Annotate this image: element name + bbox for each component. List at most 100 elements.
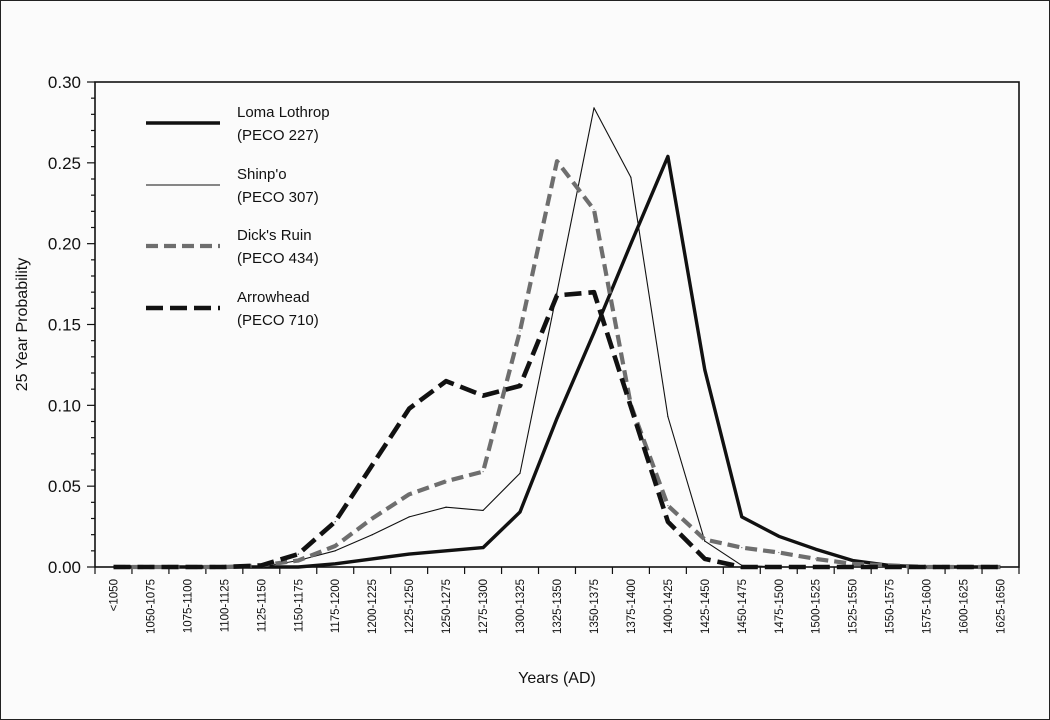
data-point xyxy=(445,506,447,508)
x-tick-label: 1375-1400 xyxy=(626,579,638,634)
data-point xyxy=(371,517,373,520)
data-point xyxy=(112,566,115,568)
x-tick-label: 1175-1200 xyxy=(330,579,342,633)
series-layer xyxy=(112,107,1002,570)
data-point xyxy=(334,545,336,547)
data-point xyxy=(630,176,632,178)
x-tick-label: 1475-1500 xyxy=(774,579,786,634)
legend-sublabel: (PECO 307) xyxy=(237,189,319,206)
series-line xyxy=(113,154,1001,569)
data-point xyxy=(852,559,854,562)
x-tick-label: 1500-1525 xyxy=(811,579,823,634)
data-point xyxy=(667,505,669,507)
data-point xyxy=(223,566,225,568)
data-point xyxy=(741,566,743,568)
data-point xyxy=(667,416,669,418)
x-tick-label: 1550-1575 xyxy=(885,579,897,634)
data-point xyxy=(963,566,965,568)
x-tick-label: 1300-1325 xyxy=(515,579,527,634)
x-tick-label: 1450-1475 xyxy=(737,579,749,634)
legend-label: Loma Lothrop xyxy=(237,104,330,121)
series-line xyxy=(113,289,1001,570)
data-point xyxy=(519,330,521,332)
data-point xyxy=(482,547,484,549)
y-tick-label: 0.10 xyxy=(48,396,81,415)
data-point xyxy=(778,551,780,554)
x-tick-label: 1250-1275 xyxy=(441,579,453,634)
x-tick-label: 1050-1075 xyxy=(145,579,157,634)
x-tick-label: 1350-1375 xyxy=(589,579,601,634)
x-tick-label: 1125-1150 xyxy=(256,579,268,632)
data-point xyxy=(926,566,928,568)
y-tick-label: 0.15 xyxy=(48,316,81,335)
data-point xyxy=(999,566,1002,568)
data-point xyxy=(408,553,410,555)
x-tick-label: 1600-1625 xyxy=(959,579,971,634)
x-tick-label: 1425-1450 xyxy=(700,579,712,634)
data-point xyxy=(778,535,780,537)
data-point xyxy=(519,385,521,387)
series-dick-s-ruin xyxy=(112,159,1002,570)
x-tick-label: 1225-1250 xyxy=(404,579,416,634)
data-point xyxy=(556,294,558,296)
legend-label: Shinp'o xyxy=(237,166,287,183)
y-axis-title: 25 Year Probability xyxy=(14,258,31,391)
data-point xyxy=(445,480,447,482)
data-point xyxy=(556,160,558,162)
data-point xyxy=(852,563,854,565)
data-point xyxy=(519,511,521,513)
data-point xyxy=(297,553,299,555)
data-point xyxy=(519,472,521,474)
data-point xyxy=(371,464,373,466)
x-tick-label: 1150-1175 xyxy=(293,579,305,632)
legend-sublabel: (PECO 227) xyxy=(237,127,319,144)
data-point xyxy=(815,566,817,568)
data-point xyxy=(371,558,373,560)
y-tick-label: 0.05 xyxy=(48,477,81,496)
series-loma-lothrop xyxy=(112,154,1002,569)
data-point xyxy=(667,521,669,523)
data-point xyxy=(593,209,595,211)
data-point xyxy=(704,369,706,371)
legend: Loma Lothrop (PECO 227) Shinp'o (PECO 307) D… xyxy=(146,104,330,329)
data-point xyxy=(630,243,632,245)
data-point xyxy=(445,550,447,552)
legend-label: Dick's Ruin xyxy=(237,227,312,244)
data-point xyxy=(260,564,262,567)
data-point xyxy=(741,516,743,518)
data-point xyxy=(741,547,743,549)
data-point xyxy=(371,534,373,536)
data-point xyxy=(593,291,595,293)
data-point xyxy=(334,563,336,565)
data-point xyxy=(593,107,595,109)
y-tick-label: 0.25 xyxy=(48,154,81,173)
x-tick-label: 1075-1100 xyxy=(182,579,194,633)
x-tick-label: 1200-1225 xyxy=(367,579,379,634)
data-point xyxy=(815,548,817,550)
data-point xyxy=(889,566,891,568)
y-tick-label: 0.30 xyxy=(48,73,81,92)
x-tick-label: 1400-1425 xyxy=(663,579,675,634)
x-axis-title: Years (AD) xyxy=(518,670,596,687)
axes: 0.00 0.05 0.10 0.15 0.20 0.25 0.30 <1050 1050-10… xyxy=(48,73,1020,634)
legend-label: Arrowhead xyxy=(237,289,310,306)
data-point xyxy=(852,566,854,568)
data-point xyxy=(186,566,188,568)
data-point xyxy=(778,566,780,568)
x-tick-label: 1575-1600 xyxy=(922,579,934,634)
plot-area-border xyxy=(94,81,1020,568)
data-point xyxy=(704,538,706,541)
data-point xyxy=(556,417,558,419)
y-tick-label: 0.00 xyxy=(48,558,81,577)
data-point xyxy=(408,408,410,410)
data-point xyxy=(593,332,595,334)
data-point xyxy=(482,471,484,473)
data-point xyxy=(667,155,669,157)
y-tick-label: 0.20 xyxy=(48,235,81,254)
data-point xyxy=(445,380,447,382)
x-tick-label: 1100-1125 xyxy=(219,579,231,632)
legend-sublabel: (PECO 710) xyxy=(237,312,319,329)
data-point xyxy=(297,559,299,562)
